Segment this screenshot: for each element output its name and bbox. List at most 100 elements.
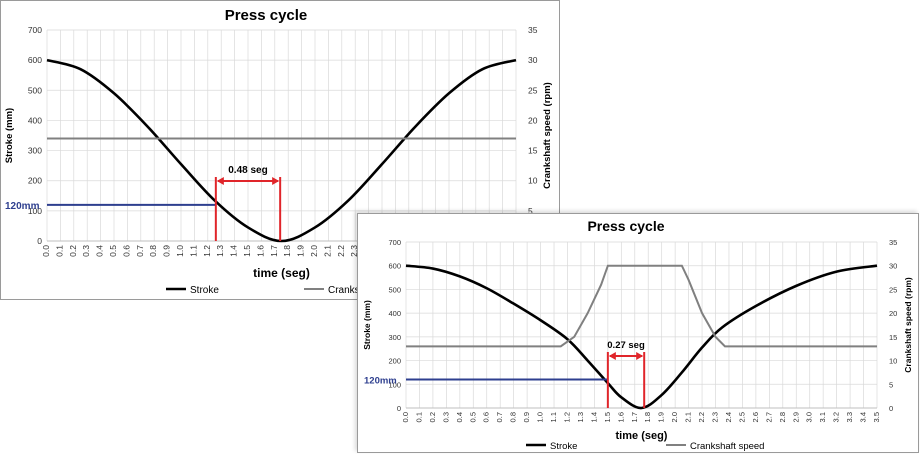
x-tick-label: 0.2	[68, 245, 78, 257]
y-tick-label: 300	[388, 333, 401, 342]
x-tick-label: 3.3	[845, 412, 854, 422]
y-tick-label: 100	[388, 380, 401, 389]
x-tick-label: 0.5	[108, 245, 118, 257]
y-tick-label: 700	[28, 25, 42, 35]
x-tick-label: 1.4	[229, 245, 239, 257]
chart-panel-1: Press cycle 0.0 0.1 0.2 0.3 0.4 0.5 0.6 0.7 0.8 0.…	[0, 0, 560, 300]
series-line-stroke	[405, 264, 878, 410]
y2-tick-label: 10	[528, 176, 538, 186]
y2-tick-label: 20	[889, 309, 897, 318]
x-tick-label: 0.7	[495, 412, 504, 422]
y2-tick-label: 10	[889, 357, 897, 366]
y2-tick-label: 25	[889, 285, 897, 294]
x-tick-label: 0.2	[428, 412, 437, 422]
x-tick-label: 1.2	[562, 412, 571, 422]
x-tick-label: 0.1	[414, 412, 423, 422]
x-tick-label: 0.6	[121, 245, 131, 257]
y-tick-label: 300	[28, 146, 42, 156]
x-tick-label: 3.4	[859, 412, 868, 422]
y2-tick-label: 20	[528, 115, 538, 125]
x-tick-label: 2.0	[670, 412, 679, 422]
x-tick-label: 1.9	[296, 245, 306, 257]
y-tick-label: 200	[388, 357, 401, 366]
x-tick-label: 0.0	[41, 245, 51, 257]
x-tick-label: 1.1	[549, 412, 558, 422]
y2-tick-label: 25	[528, 85, 538, 95]
x-tick-label: 1.0	[175, 245, 185, 257]
y-tick-label: 400	[388, 309, 401, 318]
x-tick-label: 1.6	[616, 412, 625, 422]
press-cycle-chart-1: Press cycle 0.0 0.1 0.2 0.3 0.4 0.5 0.6 0.7 0.8 0.…	[4, 7, 553, 296]
press-cycle-chart-2: Press cycle 0.0 0.1 0.2 0.3 0.4 0.5 0.6 0.7 0.8 0.…	[362, 218, 913, 452]
x-axis-label: time (seg)	[253, 266, 310, 280]
x-tick-label: 2.3	[349, 245, 359, 257]
legend-label: Stroke	[190, 285, 219, 296]
x-tick-label: 3.5	[872, 412, 881, 422]
x-tick-label: 0.3	[81, 245, 91, 257]
y2-axis-label: Crankshaft speed (rpm)	[542, 82, 553, 189]
y-tick-label: 500	[388, 285, 401, 294]
x-tick-label: 3.1	[818, 412, 827, 422]
x-tick-label: 1.0	[536, 412, 545, 422]
x-tick-label: 1.7	[269, 245, 279, 257]
y2-tick-label: 5	[528, 206, 533, 216]
y2-tick-label: 35	[528, 25, 538, 35]
interval-arrowhead-left	[216, 177, 224, 185]
interval-arrowhead-left	[608, 352, 616, 360]
x-tick-label: 1.5	[242, 245, 252, 257]
interval-label: 0.27 seg	[607, 340, 645, 351]
chart-title: Press cycle	[587, 218, 664, 234]
x-tick-label: 0.8	[148, 245, 158, 257]
y2-tick-label: 30	[528, 55, 538, 65]
x-tick-label: 0.3	[441, 412, 450, 422]
x-tick-label: 1.7	[630, 412, 639, 422]
interval-label: 0.48 seg	[228, 165, 267, 176]
y-axis-label: Stroke (mm)	[362, 300, 372, 350]
x-tick-label: 0.8	[509, 412, 518, 422]
x-tick-label: 0.1	[54, 245, 64, 257]
x-tick-label: 1.8	[643, 412, 652, 422]
legend-label: Crankshaft speed	[690, 441, 764, 452]
x-tick-label: 0.9	[162, 245, 172, 257]
x-tick-label: 2.4	[724, 412, 733, 422]
x-tick-label: 0.5	[468, 412, 477, 422]
x-tick-label: 1.3	[215, 245, 225, 257]
x-tick-label: 0.4	[455, 412, 464, 422]
x-tick-label: 1.1	[188, 245, 198, 257]
y-tick-label: 500	[28, 85, 42, 95]
y-axis-label: Stroke (mm)	[4, 108, 15, 163]
legend-label: Stroke	[550, 441, 577, 452]
x-tick-label: 1.3	[576, 412, 585, 422]
x-tick-label: 0.6	[482, 412, 491, 422]
x-tick-label: 2.5	[737, 412, 746, 422]
series-line-stroke	[46, 58, 517, 243]
x-tick-label: 0.9	[522, 412, 531, 422]
x-tick-label: 2.7	[764, 412, 773, 422]
chart-panel-2: Press cycle 0.0 0.1 0.2 0.3 0.4 0.5 0.6 0.7 0.8 0.…	[357, 213, 919, 453]
y-tick-label: 100	[28, 206, 42, 216]
x-tick-label: 3.0	[805, 412, 814, 422]
y2-tick-label: 0	[889, 404, 893, 413]
x-tick-label: 2.9	[791, 412, 800, 422]
x-tick-label: 3.2	[832, 412, 841, 422]
y2-tick-label: 35	[889, 238, 897, 247]
x-axis-label: time (seg)	[616, 430, 668, 442]
x-tick-label: 0.4	[95, 245, 105, 257]
x-tick-label: 2.6	[751, 412, 760, 422]
x-tick-label: 1.6	[255, 245, 265, 257]
x-tick-label: 1.5	[603, 412, 612, 422]
x-tick-label: 2.1	[322, 245, 332, 257]
x-tick-label: 1.4	[589, 412, 598, 422]
y-tick-label: 700	[388, 238, 401, 247]
x-tick-label: 1.2	[202, 245, 212, 257]
x-tick-label: 0.0	[401, 412, 410, 422]
x-tick-label: 2.2	[697, 412, 706, 422]
x-tick-label: 0.7	[135, 245, 145, 257]
x-tick-label: 2.3	[711, 412, 720, 422]
chart-title: Press cycle	[225, 7, 308, 24]
y-tick-label: 200	[28, 176, 42, 186]
y2-tick-label: 15	[889, 333, 897, 342]
x-tick-label: 1.8	[282, 245, 292, 257]
y-tick-label: 600	[388, 262, 401, 271]
x-tick-label: 1.9	[657, 412, 666, 422]
